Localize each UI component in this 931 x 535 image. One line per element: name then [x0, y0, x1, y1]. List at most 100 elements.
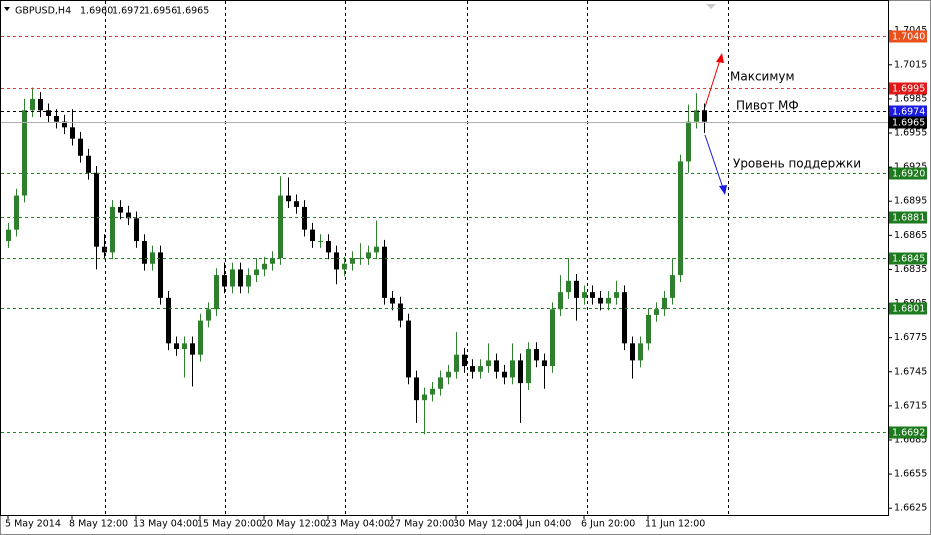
candle-body: [310, 229, 315, 242]
y-tick-label: 1.6865: [894, 230, 927, 241]
candle-body: [294, 201, 299, 207]
quote-close: 1.6965: [176, 6, 209, 17]
candle-body: [302, 206, 307, 230]
y-tick-label: 1.6775: [894, 332, 927, 343]
y-tick-label: 1.6955: [894, 128, 927, 139]
y-tick-label: 1.6655: [894, 469, 927, 480]
arrow-down: [704, 134, 724, 189]
candle-body: [30, 98, 35, 111]
annotation-arrows: [703, 53, 727, 195]
candle-body: [166, 297, 171, 344]
candle-body: [190, 343, 195, 355]
candle-body: [638, 343, 643, 361]
candle-body: [102, 246, 107, 253]
candle-body: [38, 98, 43, 111]
arrowhead-up: [716, 53, 724, 63]
level-label: 1.6974: [892, 107, 925, 118]
candle-body: [222, 275, 227, 287]
candle-body: [518, 360, 523, 384]
x-tick-label: 30 May 12:00: [453, 519, 518, 530]
y-tick-label: 1.7015: [894, 59, 927, 70]
level-label-box: [889, 252, 927, 265]
candle-body: [422, 394, 427, 401]
candle-body: [542, 360, 547, 367]
plot-area: [0, 0, 889, 516]
candle-body: [382, 246, 387, 298]
candle-body: [110, 206, 115, 253]
candle-body: [558, 292, 563, 310]
level-label-box: [889, 30, 927, 43]
candle-body: [590, 292, 595, 298]
candle-body: [6, 229, 11, 242]
level-label-box: [889, 302, 927, 315]
annotation-pivot: Пивот МФ: [736, 99, 799, 113]
candle-body: [270, 258, 275, 264]
candle-body: [366, 252, 371, 259]
arrowhead-down: [719, 185, 727, 195]
candle-body: [238, 269, 243, 287]
candle-body: [414, 377, 419, 401]
symbol: GBPUSD,H4: [15, 6, 71, 17]
level-label: 1.6995: [892, 84, 925, 95]
shift-marker: [706, 4, 716, 9]
candle-body: [534, 349, 539, 361]
period-separators: [105, 1, 729, 515]
annotation-max: Максимум: [730, 70, 795, 84]
y-tick-label: 1.6835: [894, 264, 927, 275]
candle-body: [350, 258, 355, 264]
y-tick-label: 1.6925: [894, 162, 927, 173]
candle-body: [358, 258, 363, 260]
y-tick-label: 1.6985: [894, 93, 927, 104]
candle-body: [22, 110, 27, 196]
x-tick-label: 23 May 04:00: [325, 519, 390, 530]
candle-body: [174, 343, 179, 350]
arrow-up: [703, 59, 721, 111]
y-tick-label: 1.6745: [894, 366, 927, 377]
menu-triangle: [4, 7, 10, 11]
candle-body: [486, 360, 491, 367]
level-label-box: [889, 82, 927, 95]
x-tick-label: 13 May 04:00: [133, 519, 198, 530]
candle-body: [678, 161, 683, 276]
candle-body: [46, 110, 51, 116]
candle-body: [118, 206, 123, 213]
candle-body: [654, 309, 659, 315]
candle-body: [502, 371, 507, 378]
candle-body: [622, 292, 627, 344]
candle-body: [390, 297, 395, 304]
candle-body: [494, 360, 499, 372]
candle-body: [62, 121, 67, 128]
candle-body: [670, 275, 675, 298]
candle-body: [614, 292, 619, 298]
y-tick-label: 1.6895: [894, 196, 927, 207]
candle-body: [462, 354, 467, 367]
candle-body: [342, 263, 347, 270]
candle-body: [86, 155, 91, 173]
level-label: 1.6965: [892, 118, 925, 129]
quote-low: 1.6956: [144, 6, 177, 17]
candle-body: [566, 280, 571, 293]
candle-body: [142, 241, 147, 264]
candle-body: [438, 377, 443, 389]
candle-body: [454, 354, 459, 372]
level-label: 1.6845: [892, 254, 925, 265]
candle-body: [318, 241, 323, 243]
candle-body: [510, 360, 515, 378]
candle-body: [254, 269, 259, 276]
candle-body: [406, 320, 411, 378]
candle-body: [326, 241, 331, 253]
x-tick-label: 20 May 12:00: [261, 519, 326, 530]
quote-high: 1.6972: [112, 6, 145, 17]
quote-open: 1.6960: [80, 6, 113, 17]
level-label: 1.6801: [892, 304, 925, 315]
candle-body: [646, 314, 651, 344]
y-tick-label: 1.6625: [894, 503, 927, 514]
candle-body: [14, 195, 19, 230]
candle-body: [278, 195, 283, 259]
candle-body: [54, 115, 59, 122]
y-tick-label: 1.6685: [894, 434, 927, 445]
candle-body: [662, 297, 667, 310]
candle-body: [126, 212, 131, 219]
